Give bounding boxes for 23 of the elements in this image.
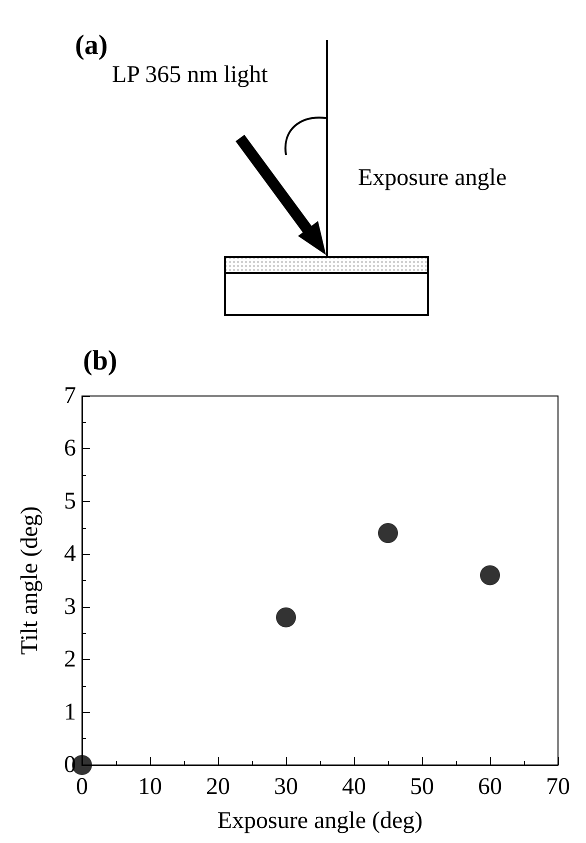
x-tick-label: 50 xyxy=(410,774,434,800)
x-tick-label: 40 xyxy=(342,774,366,800)
y-tick-label: 6 xyxy=(64,436,76,462)
y-tick-label: 1 xyxy=(64,699,76,726)
x-tick-label: 60 xyxy=(478,774,502,800)
x-tick-label: 10 xyxy=(138,774,162,800)
text: LP 365 nm light xyxy=(112,62,268,89)
y-tick-label: 2 xyxy=(64,646,76,673)
x-tick-label: 70 xyxy=(546,774,570,800)
point xyxy=(276,607,296,628)
point xyxy=(480,565,500,586)
y-tick-label: 7 xyxy=(64,383,76,409)
x-axis-title: Exposure angle (deg) xyxy=(217,808,423,834)
y-axis-title: Tilt angle (deg) xyxy=(17,506,43,655)
chart-title: (b) xyxy=(83,346,118,376)
y-tick-label: 5 xyxy=(64,488,76,514)
y-tick-label: 3 xyxy=(64,594,76,620)
x-tick-label: 30 xyxy=(274,774,298,800)
point xyxy=(378,523,398,544)
y-tick-label: 4 xyxy=(64,541,76,568)
text: (a) xyxy=(75,30,108,62)
x-tick-label: 20 xyxy=(206,774,230,800)
text: Exposure angle xyxy=(358,165,507,192)
